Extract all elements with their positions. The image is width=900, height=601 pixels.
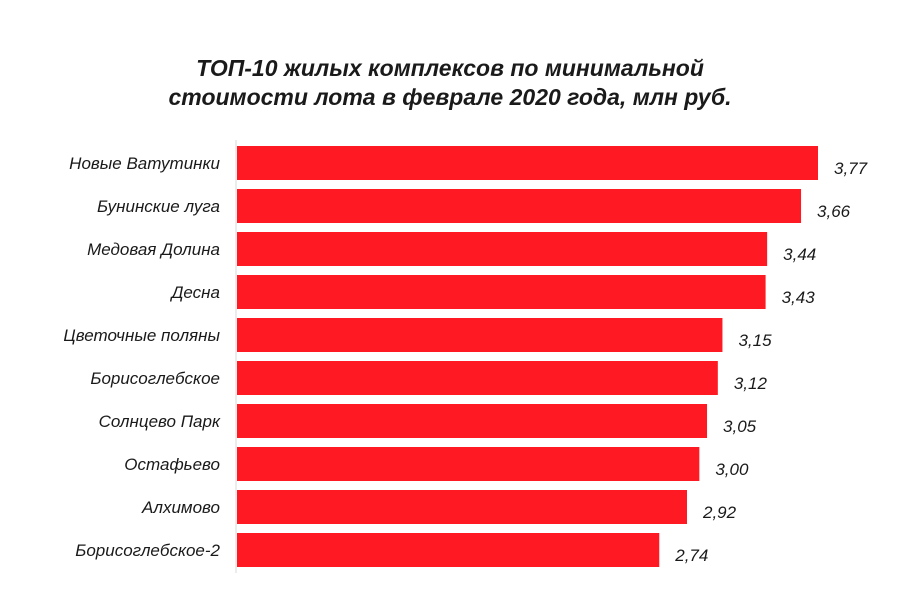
bar: [237, 490, 688, 524]
chart-title-line-2: стоимости лота в феврале 2020 года, млн …: [168, 84, 732, 110]
bar: [237, 189, 802, 223]
category-label: Десна: [169, 283, 220, 302]
category-label: Борисоглебское: [90, 369, 220, 388]
data-label: 3,00: [715, 460, 749, 479]
data-label: 3,05: [723, 417, 757, 436]
category-label: Бунинские луга: [97, 197, 220, 216]
chart-title-line-1: ТОП-10 жилых комплексов по минимальной: [196, 55, 704, 81]
category-label: Борисоглебское-2: [75, 541, 220, 560]
data-label: 3,77: [834, 159, 868, 178]
category-label: Остафьево: [124, 455, 220, 474]
data-label: 2,74: [674, 546, 708, 565]
data-label: 3,44: [783, 245, 816, 264]
bar: [237, 447, 700, 481]
data-label: 3,15: [738, 331, 772, 350]
data-label: 3,43: [782, 288, 816, 307]
category-label: Новые Ватутинки: [69, 154, 220, 173]
bar: [237, 318, 723, 352]
bar: [237, 275, 766, 309]
chart-title: ТОП-10 жилых комплексов по минимальной с…: [0, 54, 900, 112]
category-label: Алхимово: [141, 498, 220, 517]
bar: [237, 146, 818, 180]
bar: [237, 232, 768, 266]
category-label: Медовая Долина: [87, 240, 220, 259]
category-label: Цветочные поляны: [63, 326, 220, 345]
data-label: 2,92: [702, 503, 737, 522]
data-label: 3,12: [734, 374, 768, 393]
category-label: Солнцево Парк: [99, 412, 221, 431]
bar: [237, 533, 660, 567]
bar: [237, 404, 708, 438]
data-label: 3,66: [817, 202, 851, 221]
bar: [237, 361, 718, 395]
